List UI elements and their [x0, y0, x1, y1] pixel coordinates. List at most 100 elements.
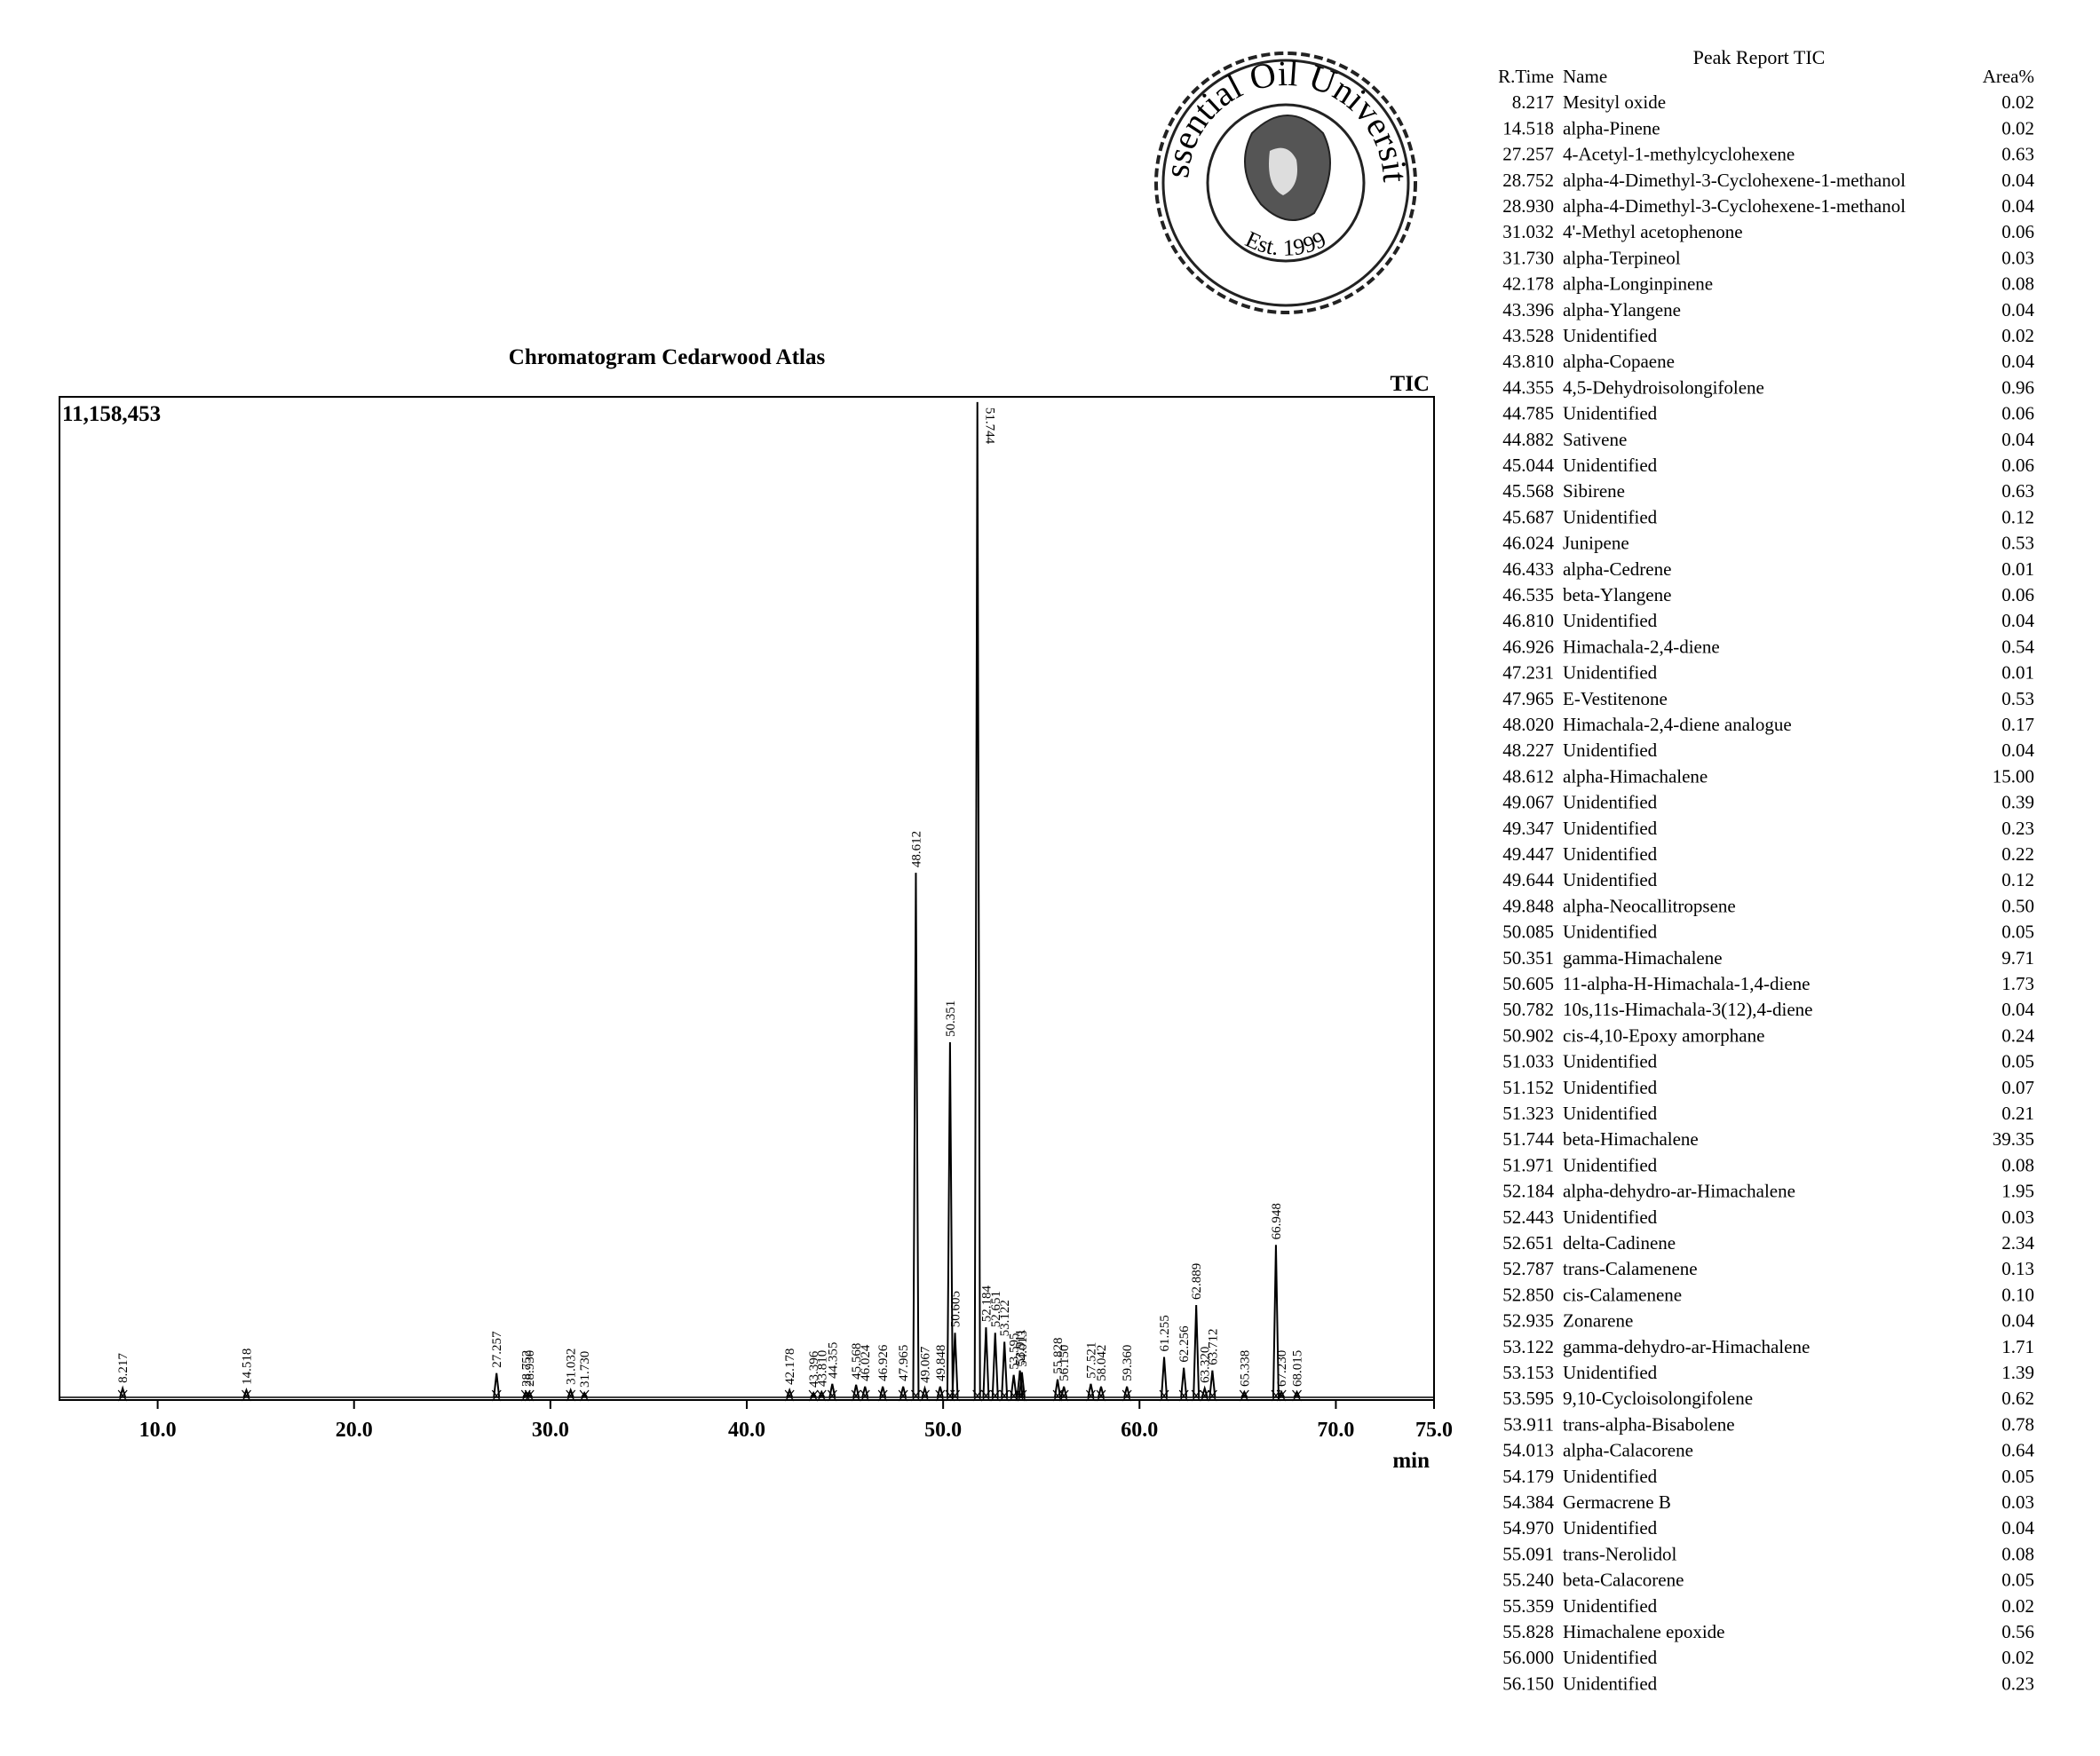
table-cell: 51.033 — [1502, 1051, 1554, 1072]
peak-marker — [491, 1389, 502, 1402]
peak-label: 46.926 — [876, 1344, 891, 1381]
table-cell: 0.05 — [2001, 1051, 2034, 1072]
table-cell: 0.06 — [2001, 455, 2034, 476]
table-cell: 0.04 — [2001, 429, 2034, 450]
table-cell: 0.04 — [2001, 1310, 2034, 1332]
table-cell: 4'-Methyl acetophenone — [1563, 221, 1743, 242]
peak-marker — [566, 1389, 576, 1402]
peak-label: 45.568 — [850, 1343, 864, 1380]
table-cell: 48.612 — [1502, 765, 1554, 787]
table-cell: 42.178 — [1502, 273, 1554, 295]
table-cell: 0.50 — [2001, 895, 2034, 916]
table-cell: 0.04 — [2001, 195, 2034, 217]
table-cell: 0.02 — [2001, 91, 2034, 113]
peak — [119, 1385, 127, 1398]
peak-label: 14.518 — [240, 1349, 254, 1385]
table-cell: 54.179 — [1502, 1466, 1554, 1487]
table-cell: Unidentified — [1563, 922, 1658, 943]
table-cell: 49.848 — [1502, 895, 1554, 916]
peak-marker — [990, 1389, 1001, 1402]
peak-label: 53.595 — [1008, 1333, 1022, 1370]
table-cell: 54.013 — [1502, 1440, 1554, 1461]
peak-marker — [1239, 1389, 1249, 1402]
table-cell: 0.96 — [2001, 376, 2034, 398]
peak-label: 53.122 — [998, 1300, 1012, 1336]
peak — [581, 1390, 588, 1398]
peak-label: 67.230 — [1275, 1350, 1289, 1387]
table-cell: Zonarene — [1563, 1310, 1633, 1332]
table-cell: Himachalene epoxide — [1563, 1621, 1725, 1642]
x-tick-label: 40.0 — [728, 1419, 765, 1442]
table-cell: 52.651 — [1502, 1232, 1554, 1254]
table-cell: 0.62 — [2001, 1388, 2034, 1409]
table-cell: Unidentified — [1563, 662, 1658, 684]
table-cell: Unidentified — [1563, 1154, 1658, 1175]
peak-marker — [1017, 1389, 1027, 1402]
peak — [242, 1388, 250, 1398]
table-cell: alpha-Terpineol — [1563, 247, 1681, 268]
x-tick-label: 20.0 — [336, 1419, 373, 1442]
table-cell: 50.085 — [1502, 922, 1554, 943]
table-cell: 0.10 — [2001, 1284, 2034, 1305]
table-cell: 0.63 — [2001, 480, 2034, 502]
table-cell: 0.21 — [2001, 1103, 2034, 1124]
peak-label: 31.730 — [578, 1351, 592, 1388]
table-cell: 0.04 — [2001, 999, 2034, 1020]
table-cell: 0.17 — [2001, 714, 2034, 735]
x-tick-label: 60.0 — [1121, 1419, 1158, 1442]
table-cell: 15.00 — [1993, 765, 2034, 787]
peak-label: 68.015 — [1291, 1350, 1305, 1387]
peak-marker — [935, 1389, 946, 1402]
peak — [982, 1327, 990, 1398]
table-cell: 46.433 — [1502, 558, 1554, 580]
table-cell: 9.71 — [2001, 947, 2034, 969]
table-title: Peak Report TIC — [1693, 46, 1826, 68]
peak-marker — [860, 1389, 870, 1402]
peak — [1054, 1379, 1062, 1398]
table-cell: 53.153 — [1502, 1362, 1554, 1383]
table-cell: Unidentified — [1563, 1103, 1658, 1124]
peak-marker — [898, 1389, 908, 1402]
table-cell: Himachala-2,4-diene analogue — [1563, 714, 1792, 735]
peak — [1018, 1372, 1026, 1398]
peak — [1208, 1370, 1216, 1398]
table-cell: 47.965 — [1502, 688, 1554, 709]
table-cell: Sibirene — [1563, 480, 1625, 502]
table-cell: 50.605 — [1502, 973, 1554, 994]
peak-label: 49.848 — [934, 1345, 948, 1381]
table-cell: 43.396 — [1502, 299, 1554, 320]
table-cell: alpha-Cedrene — [1563, 558, 1671, 580]
peak-label: 62.889 — [1190, 1263, 1204, 1300]
peak — [493, 1372, 501, 1398]
peak-label: 59.360 — [1121, 1345, 1135, 1381]
peak-marker — [1191, 1389, 1201, 1402]
peak-label: 52.184 — [979, 1285, 994, 1322]
peak — [1161, 1357, 1169, 1398]
chart-title: Chromatogram Cedarwood Atlas — [509, 345, 826, 369]
table-cell: 51.152 — [1502, 1077, 1554, 1098]
table-cell: 53.595 — [1502, 1388, 1554, 1409]
peak — [818, 1389, 826, 1398]
table-cell: 1.71 — [2001, 1336, 2034, 1357]
table-cell: 4-Acetyl-1-methylcyclohexene — [1563, 144, 1795, 165]
table-cell: 52.850 — [1502, 1284, 1554, 1305]
peak-marker — [117, 1389, 128, 1402]
table-cell: 50.902 — [1502, 1024, 1554, 1046]
table-cell: 0.04 — [2001, 170, 2034, 191]
peak-label: 49.067 — [919, 1346, 933, 1383]
table-cell: Unidentified — [1563, 1077, 1658, 1098]
peak — [810, 1390, 817, 1398]
table-cell: 0.04 — [2001, 351, 2034, 372]
table-cell: 0.24 — [2001, 1024, 2034, 1046]
table-header: Name — [1563, 66, 1607, 87]
peak — [1201, 1385, 1208, 1398]
table-cell: 0.78 — [2001, 1413, 2034, 1435]
table-cell: 0.06 — [2001, 403, 2034, 424]
x-axis-label: min — [1392, 1449, 1430, 1473]
peak-label: 8.217 — [116, 1353, 131, 1383]
peak-marker — [972, 1389, 983, 1402]
logo: Essential Oil University Est. 1999 — [0, 0, 1417, 314]
table-cell: 0.23 — [2001, 818, 2034, 839]
table-cell: alpha-4-Dimethyl-3-Cyclohexene-1-methano… — [1563, 170, 1906, 191]
